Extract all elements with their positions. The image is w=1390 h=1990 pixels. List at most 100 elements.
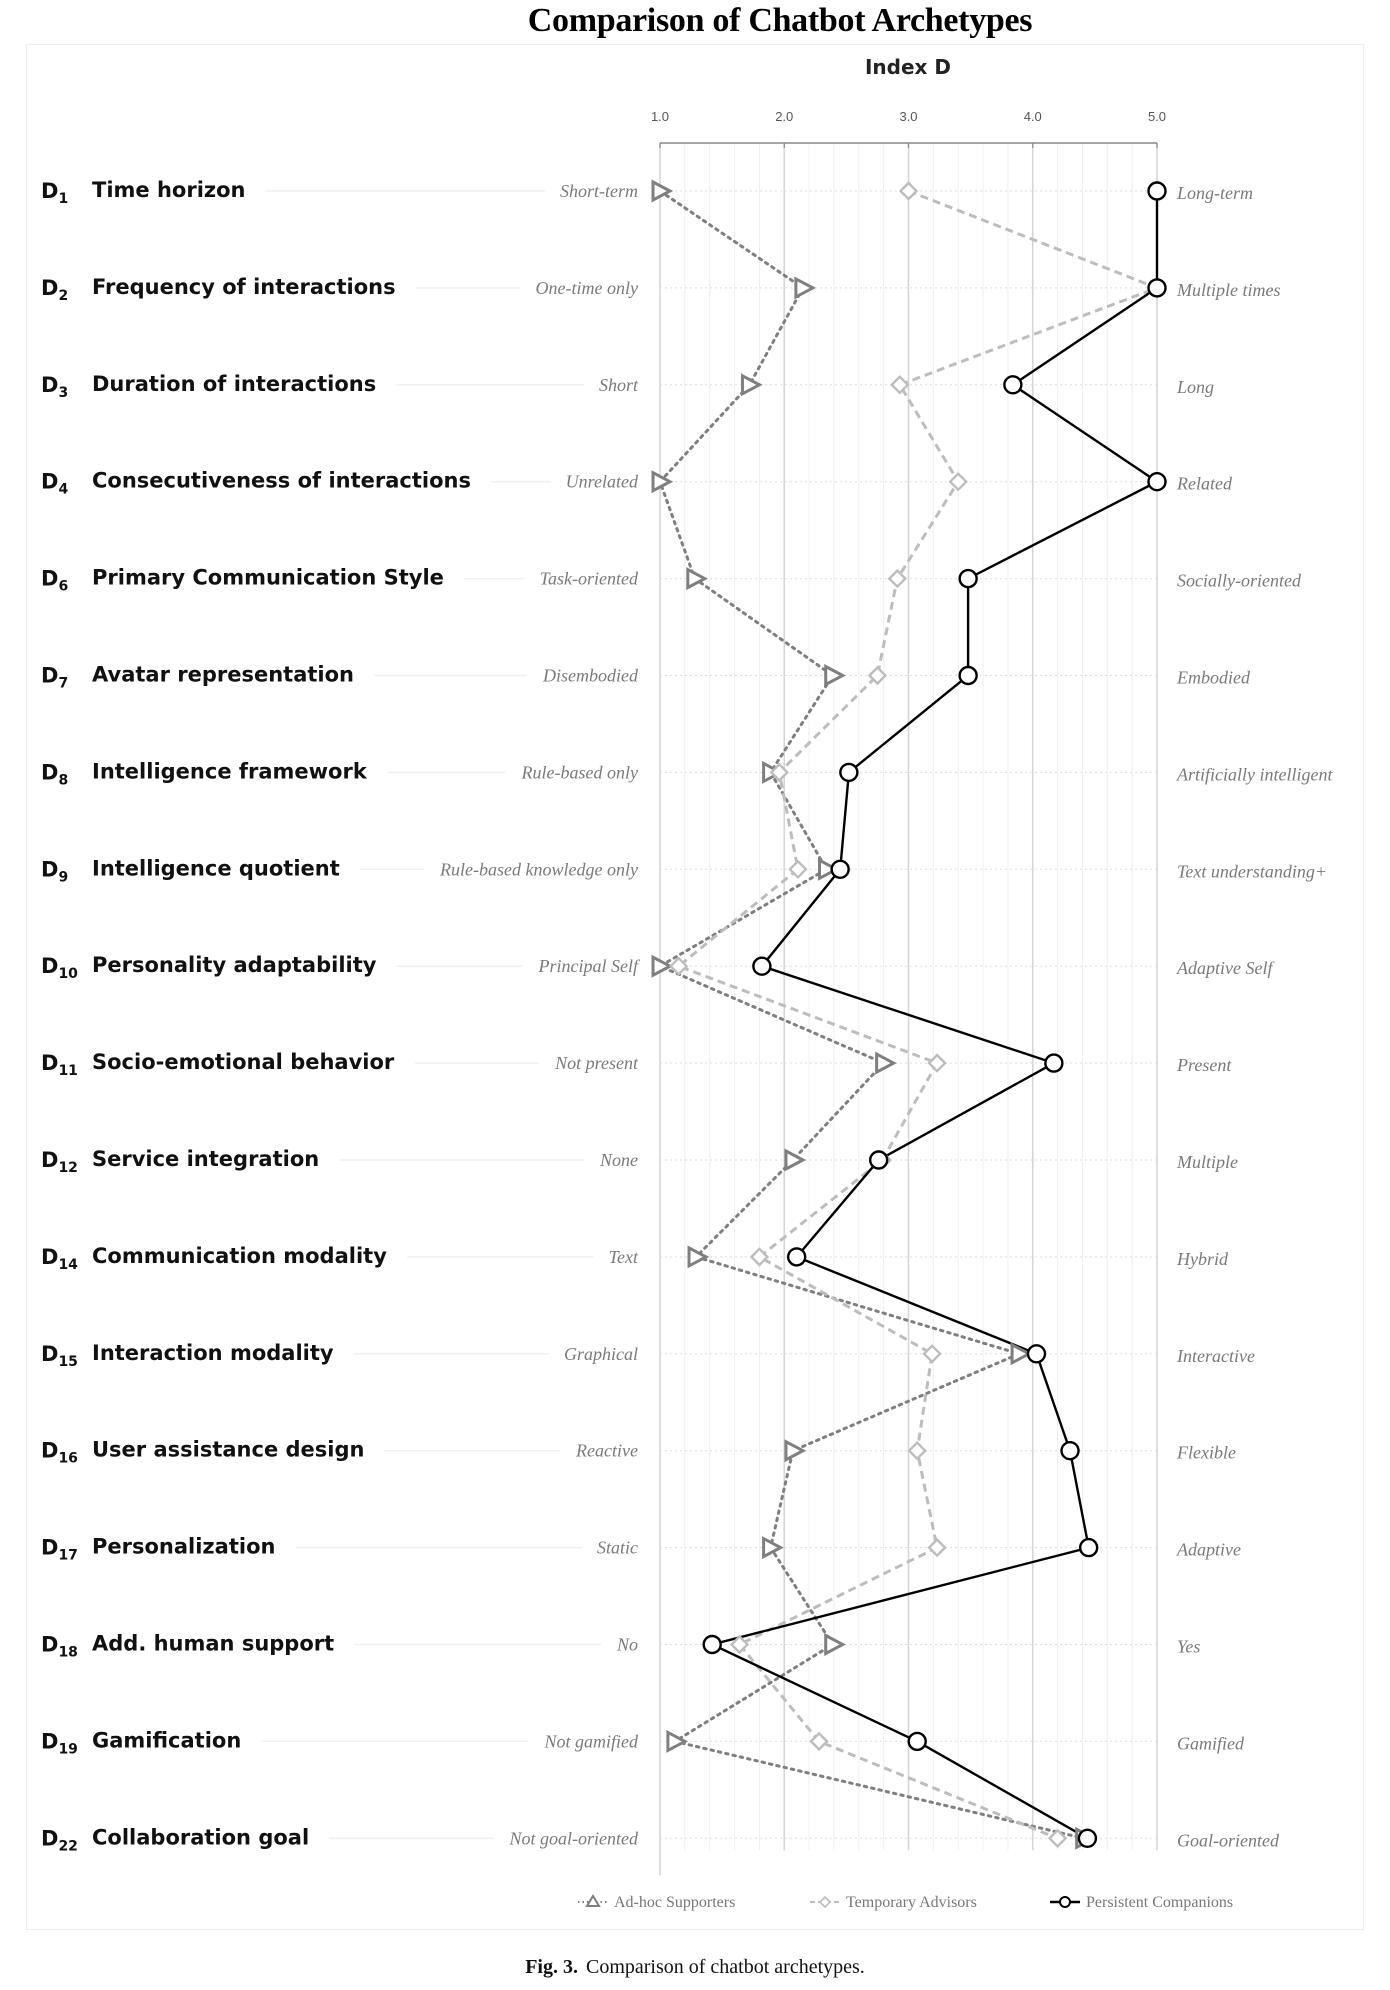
dimension-code: D9 xyxy=(41,857,68,885)
dimension-code: D4 xyxy=(41,470,68,498)
dimension-code: D16 xyxy=(41,1439,78,1467)
dimension-code: D11 xyxy=(41,1051,78,1079)
dimension-row: D8 Intelligence framework Rule-based only A… xyxy=(41,759,1333,788)
low-anchor-label: Rule-based knowledge only xyxy=(439,859,638,879)
series-adhoc xyxy=(656,189,1086,1840)
chart-title: Comparison of Chatbot Archetypes xyxy=(527,2,1033,39)
dimension-row: D1 Time horizon Short-term Long-term xyxy=(41,178,1253,207)
legend: Ad-hoc Supporters Temporary Advisors Persi… xyxy=(578,1894,1233,1911)
dimension-name: Interaction modality xyxy=(92,1341,334,1365)
diamond-marker-icon xyxy=(948,472,968,492)
diamond-marker-icon xyxy=(890,375,910,395)
markers-adhoc xyxy=(651,179,1097,1850)
diamond-marker-icon xyxy=(887,568,908,589)
dimension-code: D6 xyxy=(41,567,68,595)
circle-marker-icon xyxy=(1147,472,1167,492)
low-anchor-label: Text xyxy=(609,1247,639,1267)
high-anchor-label: Socially-oriented xyxy=(1177,571,1302,591)
dimension-code: D12 xyxy=(41,1148,78,1176)
dimension-code: D17 xyxy=(41,1536,78,1564)
dimension-name: Add. human support xyxy=(92,1632,334,1656)
high-anchor-label: Multiple xyxy=(1176,1152,1238,1172)
dimension-code: D7 xyxy=(41,664,68,692)
diamond-marker-icon xyxy=(907,1441,927,1461)
triangle-marker-icon xyxy=(687,1245,710,1269)
series-line xyxy=(708,191,1160,1840)
triangle-marker-icon xyxy=(824,1633,846,1656)
series-persistent xyxy=(708,191,1160,1840)
dimension-code: D15 xyxy=(41,1342,78,1370)
high-anchor-label: Adaptive Self xyxy=(1176,958,1275,978)
circle-marker-icon xyxy=(830,859,850,879)
dimension-row: D18 Add. human support No Yes xyxy=(41,1632,1200,1661)
low-anchor-label: No xyxy=(616,1635,638,1655)
dimension-code: D14 xyxy=(41,1245,78,1273)
circle-marker-icon xyxy=(1077,1828,1098,1849)
high-anchor-label: Hybrid xyxy=(1176,1249,1229,1269)
legend-label: Ad-hoc Supporters xyxy=(614,1894,735,1911)
dimension-row: D7 Avatar representation Disembodied Embodi… xyxy=(41,663,1251,692)
circle-marker-icon xyxy=(839,762,859,783)
high-anchor-label: Gamified xyxy=(1177,1733,1245,1753)
low-anchor-label: None xyxy=(599,1150,638,1170)
circle-marker-icon xyxy=(1026,1344,1047,1364)
low-anchor-label: Reactive xyxy=(575,1441,638,1461)
high-anchor-label: Present xyxy=(1176,1055,1232,1075)
x-axis: Index D 1.0 2.0 3.0 4.0 5.0 xyxy=(651,55,1166,148)
legend-triangle-icon xyxy=(585,1894,601,1907)
dimension-code: D22 xyxy=(41,1826,78,1854)
dimension-name: Primary Communication Style xyxy=(92,566,444,590)
high-anchor-label: Long xyxy=(1176,377,1214,397)
circle-marker-icon xyxy=(1147,181,1167,201)
series-line xyxy=(675,189,1162,1840)
legend-item: Ad-hoc Supporters xyxy=(578,1894,735,1911)
dimension-name: Intelligence framework xyxy=(92,759,368,783)
high-anchor-label: Artificially intelligent xyxy=(1176,764,1333,784)
circle-marker-icon xyxy=(868,1150,889,1170)
low-anchor-label: Not present xyxy=(554,1053,639,1073)
low-anchor-label: Not gamified xyxy=(544,1731,639,1751)
triangle-marker-icon xyxy=(875,1051,897,1075)
triangle-marker-icon xyxy=(686,567,708,591)
triangle-marker-icon xyxy=(817,857,840,881)
low-anchor-label: Task-oriented xyxy=(540,569,639,589)
dimension-row: D17 Personalization Static Adaptive xyxy=(41,1535,1241,1564)
dimension-code: D2 xyxy=(41,276,68,304)
dimension-code: D1 xyxy=(41,179,68,207)
triangle-marker-icon xyxy=(651,470,674,494)
high-anchor-label: Embodied xyxy=(1176,668,1251,688)
dimension-name: Personalization xyxy=(92,1535,275,1559)
diamond-marker-icon xyxy=(749,1247,770,1267)
legend-label: Temporary Advisors xyxy=(846,1894,977,1911)
figure-caption: Fig. 3. Comparison of chatbot archetypes. xyxy=(0,1956,1390,1979)
triangle-marker-icon xyxy=(824,664,846,687)
diamond-marker-icon xyxy=(788,859,808,879)
low-anchor-label: Disembodied xyxy=(542,666,639,686)
triangle-marker-icon xyxy=(784,1439,807,1463)
legend-item: Persistent Companions xyxy=(1050,1894,1233,1911)
high-anchor-label: Flexible xyxy=(1176,1443,1236,1463)
diamond-marker-icon xyxy=(898,181,919,201)
dimension-row: D22 Collaboration goal Not goal-oriented Go… xyxy=(41,1825,1280,1854)
circle-marker-icon xyxy=(1044,1053,1064,1073)
high-anchor-label: Related xyxy=(1176,474,1233,494)
circle-marker-icon xyxy=(1060,1440,1080,1461)
low-anchor-label: Static xyxy=(597,1538,638,1558)
triangle-marker-icon xyxy=(794,276,817,300)
legend-diamond-icon xyxy=(818,1895,832,1909)
diamond-marker-icon xyxy=(927,1537,947,1558)
circle-marker-icon xyxy=(958,568,978,589)
dimension-row: D14 Communication modality Text Hybrid xyxy=(41,1244,1229,1273)
triangle-marker-icon xyxy=(651,954,674,978)
low-anchor-label: One-time only xyxy=(536,278,638,298)
dimension-rows: D1 Time horizon Short-term Long-term D2 Frequ… xyxy=(41,178,1333,1854)
series-line xyxy=(656,189,1086,1840)
triangle-marker-icon xyxy=(651,179,674,203)
dimension-name: Duration of interactions xyxy=(92,372,376,396)
tick-label: 5.0 xyxy=(1148,109,1166,124)
high-anchor-label: Multiple times xyxy=(1176,280,1280,300)
dimension-row: D10 Personality adaptability Principal Sel… xyxy=(41,953,1275,982)
dimension-name: Communication modality xyxy=(92,1244,387,1268)
triangle-marker-icon xyxy=(740,373,763,397)
dimension-row: D19 Gamification Not gamified Gamified xyxy=(41,1728,1245,1757)
